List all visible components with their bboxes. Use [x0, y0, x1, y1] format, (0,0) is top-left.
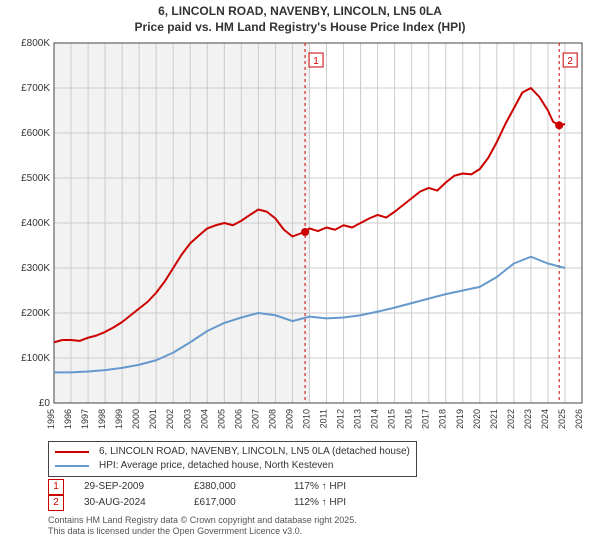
svg-text:1998: 1998 [97, 409, 107, 429]
svg-text:2019: 2019 [455, 409, 465, 429]
svg-text:£400K: £400K [21, 218, 50, 229]
svg-text:2002: 2002 [165, 409, 175, 429]
svg-text:2011: 2011 [319, 409, 329, 428]
svg-text:2024: 2024 [540, 409, 550, 429]
svg-text:2009: 2009 [284, 409, 294, 429]
svg-text:2008: 2008 [267, 409, 277, 429]
event-badge-2: 2 [48, 495, 64, 511]
svg-text:2014: 2014 [370, 409, 380, 429]
svg-text:2022: 2022 [506, 409, 516, 429]
event-badge-1: 1 [48, 479, 64, 495]
svg-text:2007: 2007 [250, 409, 260, 429]
title-line-1: 6, LINCOLN ROAD, NAVENBY, LINCOLN, LN5 0… [158, 4, 442, 18]
svg-text:£100K: £100K [21, 353, 50, 364]
event-row-1: 1 29-SEP-2009 £380,000 117% ↑ HPI [48, 479, 590, 495]
event-date-1: 29-SEP-2009 [84, 479, 174, 495]
svg-text:2010: 2010 [301, 409, 311, 429]
footnote-line-2: This data is licensed under the Open Gov… [48, 526, 302, 536]
svg-text:£800K: £800K [21, 38, 50, 49]
event-hpi-2: 112% ↑ HPI [294, 495, 346, 511]
svg-text:1999: 1999 [114, 409, 124, 429]
svg-text:2: 2 [567, 56, 573, 67]
chart-title: 6, LINCOLN ROAD, NAVENBY, LINCOLN, LN5 0… [0, 0, 600, 37]
svg-text:1: 1 [313, 56, 319, 67]
svg-text:2018: 2018 [438, 409, 448, 429]
legend-swatch-1 [55, 451, 89, 453]
event-date-2: 30-AUG-2024 [84, 495, 174, 511]
svg-text:2006: 2006 [233, 409, 243, 429]
svg-text:2017: 2017 [421, 409, 431, 429]
svg-text:2021: 2021 [489, 409, 499, 429]
svg-text:2001: 2001 [148, 409, 158, 429]
svg-text:1996: 1996 [63, 409, 73, 429]
legend-item-2: HPI: Average price, detached house, Nort… [55, 459, 410, 473]
event-table: 1 29-SEP-2009 £380,000 117% ↑ HPI 2 30-A… [48, 479, 590, 511]
chart-svg: £0 £100K £200K £300K £400K £500K £600K £700K £80… [10, 37, 590, 437]
svg-text:2005: 2005 [216, 409, 226, 429]
event-price-2: £617,000 [194, 495, 274, 511]
event-price-1: £380,000 [194, 479, 274, 495]
svg-text:£700K: £700K [21, 83, 50, 94]
svg-text:2025: 2025 [557, 409, 567, 429]
svg-text:2016: 2016 [404, 409, 414, 429]
svg-text:2012: 2012 [336, 409, 346, 429]
svg-text:£500K: £500K [21, 173, 50, 184]
svg-text:2000: 2000 [131, 409, 141, 429]
svg-text:2013: 2013 [353, 409, 363, 429]
svg-text:2026: 2026 [574, 409, 584, 429]
legend: 6, LINCOLN ROAD, NAVENBY, LINCOLN, LN5 0… [48, 441, 417, 477]
event-hpi-1: 117% ↑ HPI [294, 479, 346, 495]
svg-text:£200K: £200K [21, 308, 50, 319]
svg-text:£300K: £300K [21, 263, 50, 274]
svg-text:1995: 1995 [46, 409, 56, 429]
svg-text:2015: 2015 [387, 409, 397, 429]
svg-text:£600K: £600K [21, 128, 50, 139]
svg-text:2020: 2020 [472, 409, 482, 429]
svg-text:2023: 2023 [523, 409, 533, 429]
legend-label-1: 6, LINCOLN ROAD, NAVENBY, LINCOLN, LN5 0… [99, 445, 410, 459]
legend-label-2: HPI: Average price, detached house, Nort… [99, 459, 333, 473]
svg-text:2004: 2004 [199, 409, 209, 429]
footnote: Contains HM Land Registry data © Crown c… [48, 515, 590, 537]
svg-text:1997: 1997 [80, 409, 90, 429]
svg-text:£0: £0 [39, 398, 51, 409]
event-row-2: 2 30-AUG-2024 £617,000 112% ↑ HPI [48, 495, 590, 511]
title-line-2: Price paid vs. HM Land Registry's House … [135, 20, 466, 34]
legend-item-1: 6, LINCOLN ROAD, NAVENBY, LINCOLN, LN5 0… [55, 445, 410, 459]
svg-text:2003: 2003 [182, 409, 192, 429]
legend-swatch-2 [55, 465, 89, 467]
footnote-line-1: Contains HM Land Registry data © Crown c… [48, 515, 357, 525]
chart-area: £0 £100K £200K £300K £400K £500K £600K £700K £80… [10, 37, 590, 437]
